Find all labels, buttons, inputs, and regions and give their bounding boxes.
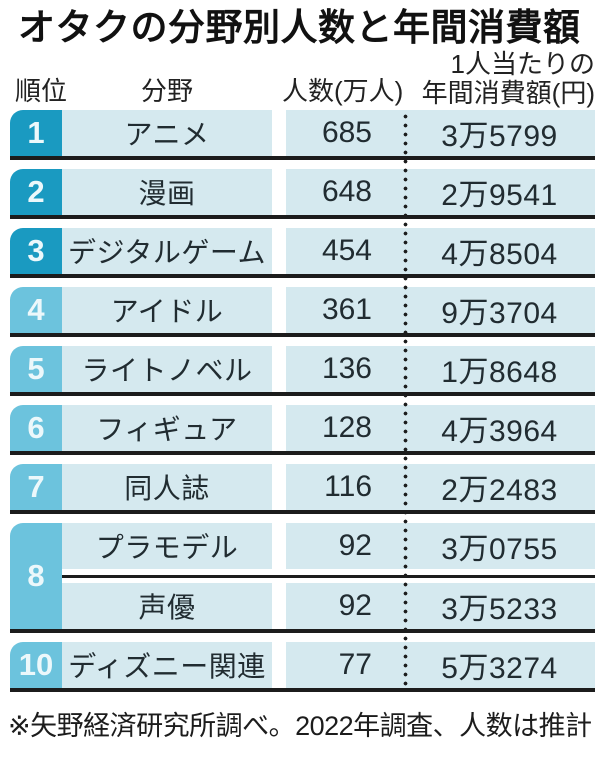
numbers-cell: 128 4万3964 bbox=[286, 405, 595, 451]
table-row: 6 フィギュア 128 4万3964 bbox=[10, 405, 595, 455]
count-cell: 92 bbox=[338, 529, 372, 562]
table-row-rank8: 8 プラモデル 92 3万0755 声優 92 3万5233 bbox=[10, 523, 595, 633]
subrow-divider bbox=[62, 569, 595, 583]
column-gap bbox=[272, 523, 286, 569]
field-cell: アニメ bbox=[62, 110, 272, 156]
chart-title: オタクの分野別人数と年間消費額 bbox=[18, 7, 581, 48]
column-gap bbox=[272, 405, 286, 451]
numbers-cell: 685 3万5799 bbox=[286, 110, 595, 156]
table-row: 5 ライトノベル 136 1万8648 bbox=[10, 346, 595, 396]
numbers-cell: 648 2万9541 bbox=[286, 169, 595, 215]
table-subrow: 声優 92 3万5233 bbox=[62, 583, 595, 629]
spend-cell: 1万8648 bbox=[441, 356, 558, 389]
otaku-spending-infographic: オタクの分野別人数と年間消費額 順位 分野 人数(万人) 1人当たりの 年間消費額… bbox=[0, 6, 600, 765]
field-cell: 声優 bbox=[62, 583, 272, 629]
rank-badge: 5 bbox=[10, 346, 62, 392]
header-field: 分野 bbox=[140, 76, 193, 106]
field-cell: 同人誌 bbox=[62, 464, 272, 510]
count-cell: 648 bbox=[321, 175, 372, 208]
spend-cell: 3万5799 bbox=[441, 120, 558, 153]
table-row: 10 ディズニー関連 77 5万3274 bbox=[10, 642, 595, 692]
column-gap bbox=[272, 110, 286, 156]
count-cell: 685 bbox=[321, 116, 372, 149]
field-cell: 漫画 bbox=[62, 169, 272, 215]
count-cell: 361 bbox=[321, 293, 372, 326]
table-row: 3 デジタルゲーム 454 4万8504 bbox=[10, 228, 595, 278]
column-gap bbox=[272, 583, 286, 629]
count-cell: 92 bbox=[338, 589, 372, 622]
numbers-cell: 116 2万2483 bbox=[286, 464, 595, 510]
header-rank: 順位 bbox=[15, 76, 68, 106]
table-row: 4 アイドル 361 9万3704 bbox=[10, 287, 595, 337]
numbers-cell: 77 5万3274 bbox=[286, 642, 595, 688]
table-header: 順位 分野 人数(万人) 1人当たりの 年間消費額(円) bbox=[10, 50, 595, 110]
column-gap bbox=[272, 169, 286, 215]
column-gap bbox=[272, 346, 286, 392]
rank-badge: 2 bbox=[10, 169, 62, 215]
rank8-subrows: プラモデル 92 3万0755 声優 92 3万5233 bbox=[62, 523, 595, 629]
spend-cell: 4万3964 bbox=[441, 415, 558, 448]
field-cell: プラモデル bbox=[62, 523, 272, 569]
spend-cell: 3万0755 bbox=[441, 533, 558, 566]
header-spend: 1人当たりの 年間消費額(円) bbox=[422, 50, 595, 108]
column-gap bbox=[272, 464, 286, 510]
count-cell: 77 bbox=[338, 648, 372, 681]
rank-badge: 1 bbox=[10, 110, 62, 156]
column-gap bbox=[272, 287, 286, 333]
table-row: 1 アニメ 685 3万5799 bbox=[10, 110, 595, 160]
count-cell: 136 bbox=[321, 352, 372, 385]
spend-cell: 4万8504 bbox=[441, 238, 558, 271]
column-divider-dotted-line bbox=[403, 112, 408, 688]
numbers-cell: 92 3万5233 bbox=[286, 583, 595, 629]
rank-badge: 3 bbox=[10, 228, 62, 274]
rank-badge: 8 bbox=[10, 523, 62, 629]
spend-cell: 2万9541 bbox=[441, 179, 558, 212]
numbers-cell: 92 3万0755 bbox=[286, 523, 595, 569]
spend-cell: 5万3274 bbox=[441, 652, 558, 685]
table-row: 7 同人誌 116 2万2483 bbox=[10, 464, 595, 514]
header-spend-line1: 1人当たりの bbox=[450, 49, 595, 79]
field-cell: デジタルゲーム bbox=[62, 228, 272, 274]
rank-badge: 10 bbox=[10, 642, 62, 688]
count-cell: 116 bbox=[324, 470, 372, 503]
table-row: 2 漫画 648 2万9541 bbox=[10, 169, 595, 219]
numbers-cell: 361 9万3704 bbox=[286, 287, 595, 333]
source-note: ※矢野経済研究所調べ。2022年調査、人数は推計 bbox=[8, 711, 592, 741]
rank-badge: 4 bbox=[10, 287, 62, 333]
spend-cell: 2万2483 bbox=[441, 474, 558, 507]
column-gap bbox=[272, 642, 286, 688]
field-cell: フィギュア bbox=[62, 405, 272, 451]
column-gap bbox=[272, 228, 286, 274]
numbers-cell: 454 4万8504 bbox=[286, 228, 595, 274]
header-spend-line2: 年間消費額(円) bbox=[421, 78, 595, 108]
spend-cell: 9万3704 bbox=[441, 297, 558, 330]
field-cell: ディズニー関連 bbox=[62, 642, 272, 688]
rank-badge: 6 bbox=[10, 405, 62, 451]
header-count: 人数(万人) bbox=[282, 76, 404, 106]
count-cell: 454 bbox=[321, 234, 372, 267]
rank-badge: 7 bbox=[10, 464, 62, 510]
field-cell: アイドル bbox=[62, 287, 272, 333]
ranking-table: 1 アニメ 685 3万5799 2 漫画 648 2万9541 3 デジタルゲ… bbox=[10, 110, 595, 692]
spend-cell: 3万5233 bbox=[441, 593, 558, 626]
count-cell: 128 bbox=[321, 411, 372, 444]
table-subrow: プラモデル 92 3万0755 bbox=[62, 523, 595, 569]
numbers-cell: 136 1万8648 bbox=[286, 346, 595, 392]
field-cell: ライトノベル bbox=[62, 346, 272, 392]
